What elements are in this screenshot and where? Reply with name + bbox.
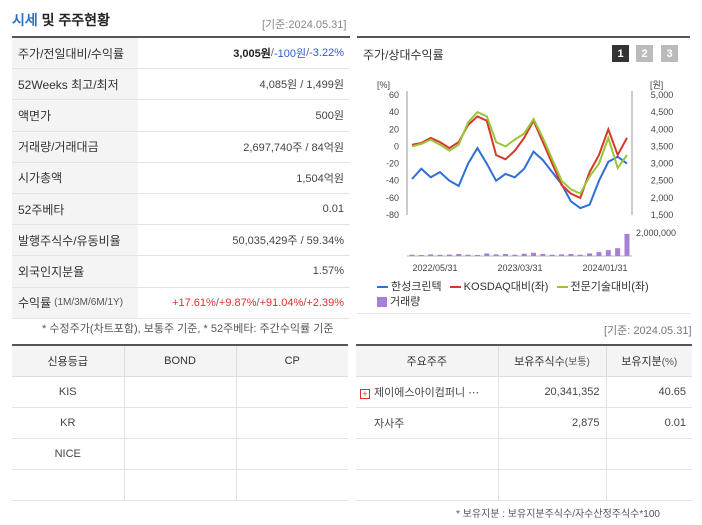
table-row: 자사주 2,875 0.01 <box>356 407 692 439</box>
y-tick-label-right: 5,000 <box>651 90 674 100</box>
y-tick-label-right: 4,000 <box>651 124 674 134</box>
series-line <box>411 110 628 195</box>
y-tick-label-left: 60 <box>389 90 399 100</box>
table-row <box>356 469 692 501</box>
table-row: 52Weeks 최고/최저 4,085원 / 1,499원 <box>12 69 350 101</box>
price-change: -100원 <box>273 48 307 61</box>
credit-rating-table: 신용등급 BOND CP KIS KR NICE <box>12 344 348 501</box>
chart-panel: [%] [원] 60 40 20 0 -20 -40 -60 -80 5,000 4,500 4,000… <box>357 36 690 314</box>
legend-item: 전문기술대비(좌) <box>556 280 649 295</box>
chart-title: 주가/상대수익률 <box>363 48 444 62</box>
table-row: 외국인지분율 1.57% <box>12 256 350 288</box>
series-line <box>411 115 628 200</box>
footnote: * 수정주가(차트포함), 보통주 기준, * 52주베타: 주간수익률 기준 <box>42 323 334 335</box>
chart-base-date: [기준: 2024.05.31] <box>604 325 692 337</box>
table-row: KR <box>12 407 348 439</box>
volume-bar <box>624 233 630 256</box>
volume-bar <box>465 254 471 256</box>
section-title: 시세 및 주주현황 <box>12 12 110 28</box>
legend-item: KOSDAQ대비(좌) <box>449 280 548 295</box>
volume-bar <box>418 255 424 256</box>
y-tick-label-right: 2,500 <box>651 176 674 186</box>
volume-bar <box>409 254 415 256</box>
y-tick-label-right: 4,500 <box>651 107 674 117</box>
y-tick-label-left: -60 <box>386 193 399 203</box>
table-row: 52주베타 0.01 <box>12 193 350 226</box>
table-row: 거래량/거래대금 2,697,740주 / 84억원 <box>12 131 350 163</box>
y-tick-label-left: 0 <box>394 141 399 151</box>
y-tick-label-right: 3,500 <box>651 141 674 151</box>
y-tick-label-left: 20 <box>389 124 399 134</box>
y-tick-label-left: -40 <box>386 176 399 186</box>
volume-bar <box>596 252 602 256</box>
volume-bar <box>615 248 621 256</box>
volume-bar <box>559 254 565 256</box>
table-row: + 제이에스아이컴퍼니 ⋯ 20,341,352 40.65 <box>356 376 692 408</box>
y-tick-label-left: -20 <box>386 159 399 169</box>
volume-bar <box>540 254 546 256</box>
holder-name: 자사주 <box>356 407 498 439</box>
volume-bar <box>502 254 508 256</box>
x-tick-label: 2023/03/31 <box>497 263 542 273</box>
volume-bar <box>605 250 611 256</box>
base-date: [기준:2024.05.31] <box>262 19 347 31</box>
footnote: * 보유지분 : 보유지분주식수/자수산정주식수*100 <box>456 509 660 520</box>
table-row: 액면가 500원 <box>12 100 350 132</box>
change-rate: -3.22% <box>309 47 344 60</box>
volume-bar <box>549 254 555 256</box>
x-tick-label: 2024/01/31 <box>582 263 627 273</box>
table-row <box>12 469 348 501</box>
table-row: KIS <box>12 376 348 408</box>
y-tick-label-right: 3,000 <box>651 159 674 169</box>
x-tick-label: 2022/05/31 <box>412 263 457 273</box>
volume-bar <box>437 254 443 256</box>
y-tick-label-right: 1,500 <box>651 210 674 220</box>
table-row <box>356 438 692 470</box>
returns-values: +17.61% / +9.87% / +91.04% / +2.39% <box>172 296 344 309</box>
volume-bar <box>484 253 490 256</box>
volume-bar <box>577 254 583 256</box>
current-price: 3,005원 <box>233 48 271 61</box>
period-button-2[interactable]: 2 <box>636 45 653 62</box>
volume-bar <box>446 254 452 256</box>
table-row: 발행주식수/유동비율 50,035,429주 / 59.34% <box>12 225 350 257</box>
chart-legend: 한성크린텍 KOSDAQ대비(좌) 전문기술대비(좌) 거래량 <box>377 278 654 312</box>
volume-bar <box>493 254 499 256</box>
legend-item: 거래량 <box>377 295 420 310</box>
period-button-3[interactable]: 3 <box>661 45 678 62</box>
expand-icon[interactable]: + <box>360 388 370 399</box>
volume-bar <box>474 255 480 256</box>
table-row: 주가/전일대비/수익률 3,005원 / -100원 / -3.22% <box>12 38 350 70</box>
price-table: 주가/전일대비/수익률 3,005원 / -100원 / -3.22% 52We… <box>12 36 350 319</box>
volume-bar <box>428 254 434 256</box>
volume-tick-label: 2,000,000 <box>636 228 676 238</box>
y-tick-label-left: -80 <box>386 210 399 220</box>
table-row: NICE <box>12 438 348 470</box>
y-tick-label-right: 2,000 <box>651 193 674 203</box>
volume-bar <box>456 254 462 256</box>
relative-return-chart: [%] [원] 60 40 20 0 -20 -40 -60 -80 5,000 4,500 4,000… <box>377 80 676 273</box>
row-label: 주가/전일대비/수익률 <box>12 38 138 69</box>
legend-item: 한성크린텍 <box>377 280 442 295</box>
volume-bar <box>512 254 518 256</box>
table-row: 수익률 (1M/3M/6M/1Y) +17.61% / +9.87% / +91.… <box>12 287 350 319</box>
series-line <box>411 146 628 210</box>
table-row: 시가총액 1,504억원 <box>12 162 350 194</box>
volume-bar <box>521 253 527 256</box>
shareholder-table: 주요주주 보유주식수(보통) 보유지분(%) + 제이에스아이컴퍼니 ⋯ 20,3… <box>356 344 692 501</box>
left-axis-unit: [%] <box>377 80 390 90</box>
volume-bar <box>587 253 593 256</box>
volume-bar <box>568 254 574 256</box>
period-button-1[interactable]: 1 <box>612 45 629 62</box>
y-tick-label-left: 40 <box>389 107 399 117</box>
volume-bar <box>531 252 537 256</box>
right-axis-unit: [원] <box>650 80 663 90</box>
holder-name[interactable]: 제이에스아이컴퍼니 ⋯ <box>374 386 480 399</box>
